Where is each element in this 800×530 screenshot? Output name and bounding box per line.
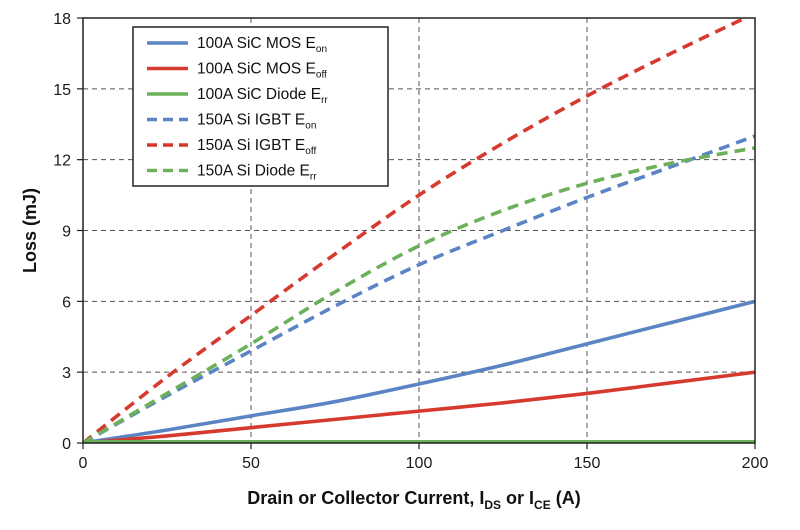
legend-label: 100A SiC MOS Eoff bbox=[197, 61, 327, 81]
legend-label: 100A SiC MOS Eon bbox=[197, 35, 327, 55]
legend: 100A SiC MOS Eon 100A SiC MOS Eoff 100A Si… bbox=[132, 26, 389, 187]
y-tick-label: 12 bbox=[53, 153, 71, 170]
series-layer bbox=[83, 18, 755, 443]
legend-label: 150A Si Diode Err bbox=[197, 163, 317, 183]
legend-box bbox=[132, 26, 389, 187]
series-line-1 bbox=[83, 370, 755, 443]
x-axis-title-main: Drain or Collector Current, I bbox=[247, 488, 484, 508]
legend-label: 150A Si IGBT Eoff bbox=[197, 137, 316, 157]
x-axis-title-mid: or I bbox=[501, 488, 534, 508]
y-tick-label: 9 bbox=[62, 224, 71, 241]
x-axis-title: Drain or Collector Current, IDS or ICE (… bbox=[247, 488, 580, 512]
y-tick-label: 3 bbox=[62, 365, 71, 382]
x-axis-title-tail: (A) bbox=[551, 488, 581, 508]
x-axis-title-sub1: DS bbox=[484, 498, 501, 512]
y-tick-label: 18 bbox=[53, 11, 71, 28]
y-tick-label: 6 bbox=[62, 294, 71, 311]
x-tick-label: 200 bbox=[742, 455, 769, 472]
x-axis-title-sub2: CE bbox=[534, 498, 551, 512]
legend-label: 100A SiC Diode Err bbox=[197, 86, 328, 106]
series-line-3 bbox=[83, 134, 755, 443]
series-line-5 bbox=[83, 146, 755, 443]
legend-label: 150A Si IGBT Eon bbox=[197, 112, 316, 132]
x-tick-label: 100 bbox=[406, 455, 433, 472]
ticks: 0 50 100 150 200 0 3 6 9 12 15 18 bbox=[53, 11, 768, 472]
x-tick-label: 0 bbox=[79, 455, 88, 472]
y-tick-label: 15 bbox=[53, 82, 71, 99]
x-tick-label: 50 bbox=[242, 455, 260, 472]
y-tick-label: 0 bbox=[62, 436, 71, 453]
series-line-0 bbox=[83, 299, 755, 443]
series-line-4 bbox=[83, 18, 750, 443]
y-axis-title: Loss (mJ) bbox=[20, 188, 40, 273]
x-tick-label: 150 bbox=[574, 455, 601, 472]
